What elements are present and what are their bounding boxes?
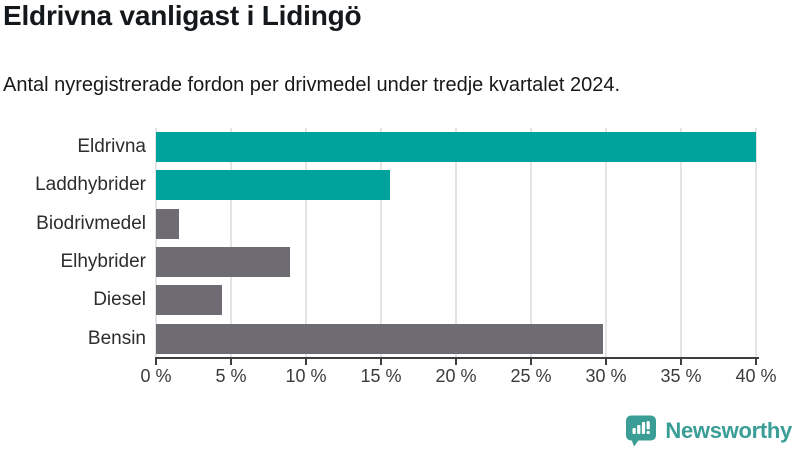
axis-tick [605, 359, 607, 365]
bar-row [156, 320, 757, 358]
category-labels: Eldrivna Laddhybrider Biodrivmedel Elhybrid… [0, 128, 146, 358]
gridline [680, 128, 682, 358]
axis-tick [530, 359, 532, 365]
gridline [155, 128, 157, 358]
axis-tick [230, 359, 232, 365]
bar-bensin [156, 323, 603, 354]
chart-title: Eldrivna vanligast i Lidingö [3, 0, 362, 31]
axis-tick-label: 10 % [285, 366, 327, 386]
category-label: Bensin [87, 327, 146, 349]
category-label: Biodrivmedel [36, 212, 146, 234]
newsworthy-logo: Newsworthy [625, 414, 792, 447]
bar-laddhybrider [156, 170, 390, 201]
bar-row [156, 243, 757, 281]
gridline [530, 128, 532, 358]
gridline [455, 128, 457, 358]
category-label: Elhybrider [60, 251, 146, 273]
brand-name: Newsworthy [665, 417, 792, 443]
bar-row [156, 281, 757, 319]
axis-tick-label: 30 % [585, 366, 627, 386]
axis-tick [155, 359, 157, 365]
axis-tick-label: 25 % [510, 366, 552, 386]
bar-elhybrider [156, 247, 290, 278]
bar-biodrivmedel [156, 208, 179, 239]
axis-tick [755, 359, 757, 365]
bar-row [156, 128, 757, 166]
gridline [380, 128, 382, 358]
gridline [305, 128, 307, 358]
newsworthy-bubble-icon [626, 415, 657, 447]
category-label: Eldrivna [77, 136, 146, 158]
bar-row [156, 205, 757, 243]
axis-tick-label: 5 % [215, 366, 247, 386]
chart-subtitle: Antal nyregistrerade fordon per drivmede… [3, 74, 621, 96]
gridline [755, 128, 757, 358]
axis-tick [305, 359, 307, 365]
gridline [230, 128, 232, 358]
axis-tick-label: 0 % [140, 366, 172, 386]
axis-tick-label: 15 % [360, 366, 402, 386]
axis-tick-label: 40 % [735, 366, 777, 386]
axis-tick [380, 359, 382, 365]
axis-tick-label: 20 % [435, 366, 477, 386]
axis-tick-label: 35 % [660, 366, 702, 386]
bar-diesel [156, 285, 222, 316]
x-axis-line [155, 357, 759, 359]
gridline [605, 128, 607, 358]
bar-rows [156, 128, 757, 358]
bar-row [156, 166, 757, 204]
bar-eldrivna [156, 132, 756, 163]
axis-tick [455, 359, 457, 365]
category-label: Diesel [93, 289, 146, 311]
axis-tick [680, 359, 682, 365]
plot-area [155, 128, 757, 358]
category-label: Laddhybrider [35, 174, 146, 196]
